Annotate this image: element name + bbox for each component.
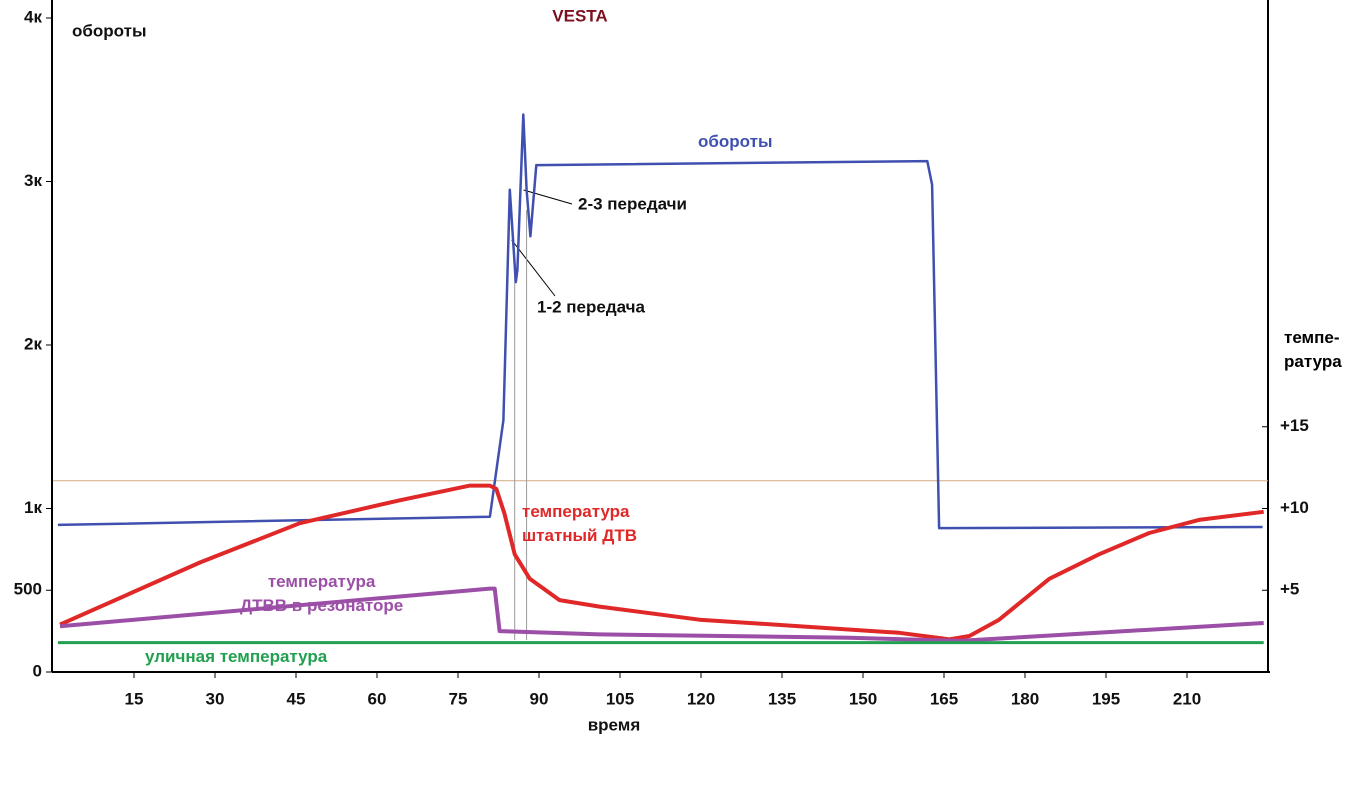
y-tick-label: 500 [14, 580, 42, 599]
series-label: температура штатный ДТВ [522, 502, 638, 545]
x-axis-label: время [588, 715, 641, 734]
y-tick-label: 4к [24, 7, 42, 26]
x-tick-label: 90 [530, 689, 549, 708]
series-label: уличная температура [145, 647, 328, 666]
x-tick-label: 30 [206, 689, 225, 708]
series-line [57, 113, 1263, 530]
x-tick-label: 180 [1011, 689, 1039, 708]
x-tick-label: 15 [125, 689, 144, 708]
y2-axis-label: темпе- ратура [1284, 328, 1342, 371]
series-line [59, 586, 1264, 643]
annotation: 1-2 передача [537, 297, 646, 316]
x-tick-label: 195 [1092, 689, 1120, 708]
series-line [59, 483, 1264, 642]
annotation-leader [523, 189, 573, 205]
x-tick-label: 165 [930, 689, 958, 708]
chart-title: VESTA [552, 6, 607, 25]
y2-tick-label: +15 [1280, 416, 1309, 435]
x-tick-label: 210 [1173, 689, 1201, 708]
x-tick-label: 105 [606, 689, 634, 708]
x-tick-label: 60 [368, 689, 387, 708]
y-tick-label: 1к [24, 498, 42, 517]
y-tick-label: 0 [33, 661, 42, 680]
series-label: обороты [698, 132, 773, 151]
y-axis-label: обороты [72, 21, 146, 40]
x-tick-label: 135 [768, 689, 796, 708]
x-tick-label: 120 [687, 689, 715, 708]
x-tick-label: 45 [287, 689, 306, 708]
y2-tick-label: +10 [1280, 498, 1309, 517]
y-tick-label: 3к [24, 171, 42, 190]
y2-tick-label: +5 [1280, 580, 1299, 599]
annotation: 2-3 передачи [578, 194, 687, 213]
x-tick-label: 75 [449, 689, 468, 708]
series-label: температура ДТВВ в резонаторе [240, 572, 404, 615]
x-tick-label: 150 [849, 689, 877, 708]
y-tick-label: 2к [24, 334, 42, 353]
